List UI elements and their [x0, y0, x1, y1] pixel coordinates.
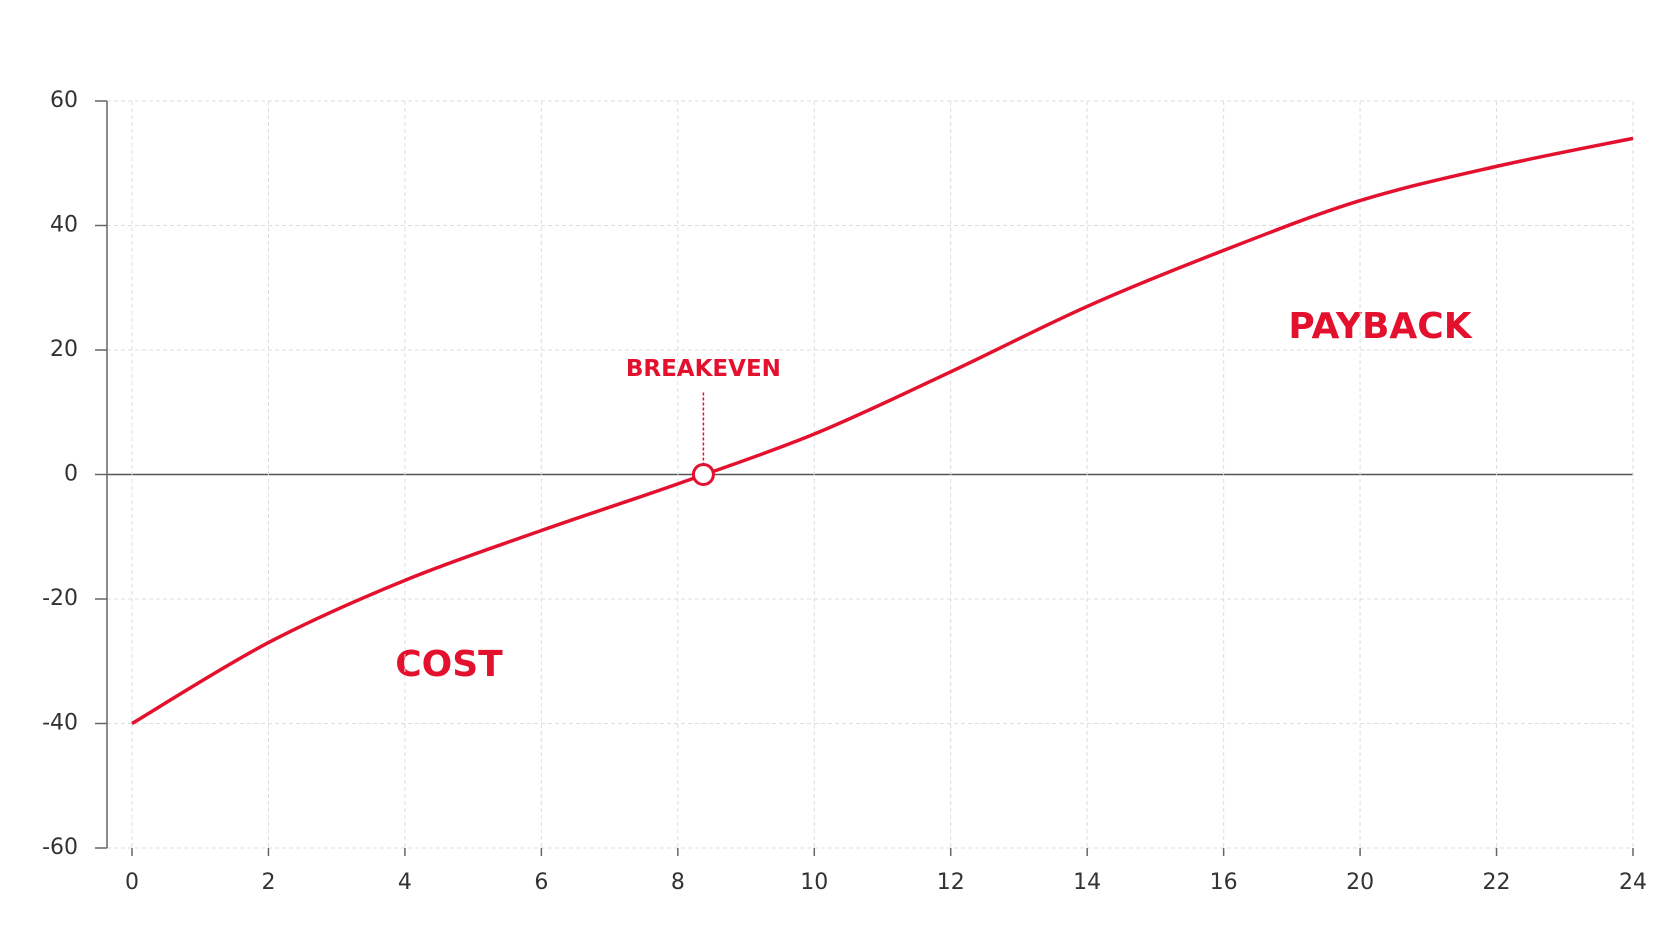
y-tick-label: 40 — [50, 213, 78, 238]
x-tick-label: 10 — [800, 870, 828, 895]
x-tick-label: 8 — [671, 870, 685, 895]
series-line — [131, 136, 1634, 726]
y-tick-label: -40 — [42, 711, 78, 736]
y-tick-label: 60 — [50, 88, 78, 113]
y-tick-label: 20 — [50, 337, 78, 362]
payback-label: PAYBACK — [1288, 306, 1472, 347]
breakeven-label: BREAKEVEN — [626, 356, 781, 382]
x-tick-label: 4 — [398, 870, 412, 895]
x-tick-label: 20 — [1346, 870, 1374, 895]
x-tick-label: 6 — [534, 870, 548, 895]
y-tick-label: 0 — [64, 462, 78, 487]
x-tick-label: 16 — [1210, 870, 1238, 895]
x-tick-label: 14 — [1073, 870, 1101, 895]
cost-label: COST — [395, 644, 503, 685]
y-tick-label: -20 — [42, 586, 78, 611]
x-tick-label: 0 — [125, 870, 139, 895]
breakeven-marker — [691, 463, 715, 486]
x-tick-label: 12 — [937, 870, 965, 895]
x-tick-label: 2 — [261, 870, 275, 895]
x-tick-label: 22 — [1483, 870, 1511, 895]
x-tick-label: 24 — [1619, 870, 1647, 895]
y-tick-label: -60 — [42, 835, 78, 860]
